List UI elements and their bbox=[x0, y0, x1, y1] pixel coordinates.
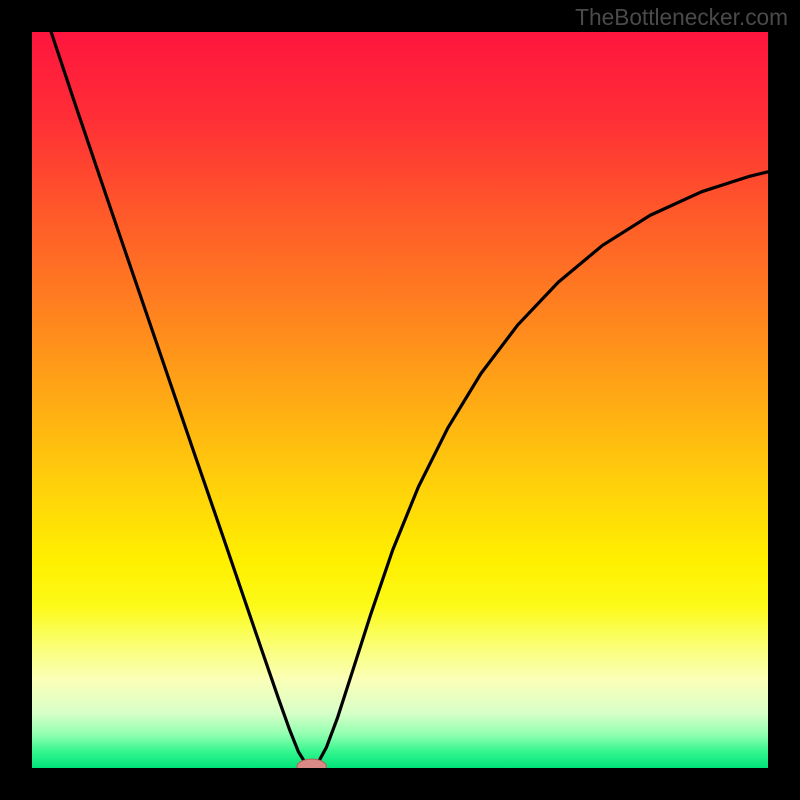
watermark-text: TheBottlenecker.com bbox=[575, 4, 788, 31]
plot-background bbox=[32, 32, 768, 768]
chart-svg bbox=[0, 0, 800, 800]
chart-root: TheBottlenecker.com bbox=[0, 0, 800, 800]
